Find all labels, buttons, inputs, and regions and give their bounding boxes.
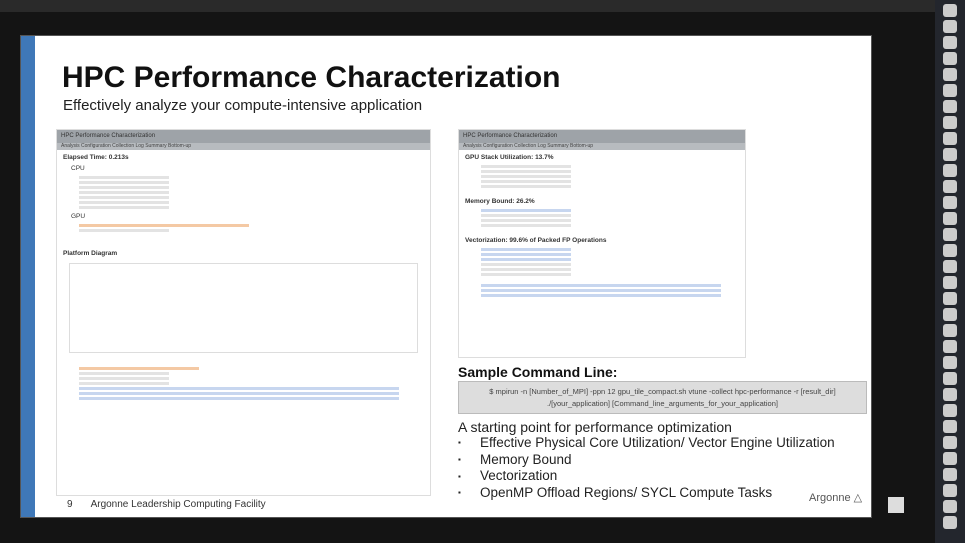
app-icon[interactable] — [943, 452, 957, 465]
argonne-logo: Argonne △ — [809, 492, 863, 504]
app-icon[interactable] — [943, 340, 957, 353]
app-icon[interactable] — [943, 292, 957, 305]
elapsed-time: Elapsed Time: 0.213s — [63, 154, 129, 161]
app-dock — [935, 0, 965, 543]
command-line-box: $ mpirun -n [Number_of_MPI] -ppn 12 gpu_… — [458, 381, 867, 414]
app-icon[interactable] — [943, 468, 957, 481]
screenshot-tabs: Analysis Configuration Collection Log Su… — [57, 143, 430, 150]
app-icon[interactable] — [943, 260, 957, 273]
app-icon[interactable] — [943, 148, 957, 161]
slide-footer: 9 Argonne Leadership Computing Facility — [67, 499, 284, 510]
bullet-item: Vectorization — [458, 468, 835, 485]
top-bar — [0, 0, 935, 12]
app-icon[interactable] — [943, 228, 957, 241]
bullet-item: Effective Physical Core Utilization/ Vec… — [458, 435, 835, 452]
app-icon[interactable] — [943, 196, 957, 209]
app-icon[interactable] — [943, 500, 957, 513]
presentation-slide: HPC Performance Characterization Effecti… — [20, 35, 872, 518]
cpu-section: CPU — [71, 165, 85, 172]
app-icon[interactable] — [943, 516, 957, 529]
slide-subtitle: Effectively analyze your compute-intensi… — [63, 97, 423, 114]
page-number: 9 — [67, 499, 73, 510]
slide-title: HPC Performance Characterization — [62, 61, 561, 94]
app-icon[interactable] — [943, 4, 957, 17]
app-icon[interactable] — [943, 180, 957, 193]
app-icon[interactable] — [943, 276, 957, 289]
app-icon[interactable] — [943, 404, 957, 417]
app-icon[interactable] — [943, 308, 957, 321]
app-icon[interactable] — [943, 84, 957, 97]
screenshot-tabs: Analysis Configuration Collection Log Su… — [459, 143, 745, 150]
accent-bar — [21, 36, 35, 517]
gpu-utilization: GPU Stack Utilization: 13.7% — [465, 154, 554, 161]
app-icon[interactable] — [943, 356, 957, 369]
app-icon[interactable] — [943, 420, 957, 433]
vectorization: Vectorization: 99.6% of Packed FP Operat… — [465, 237, 607, 244]
screenshot-header: HPC Performance Characterization — [459, 130, 745, 143]
app-icon[interactable] — [943, 100, 957, 113]
screenshot-header: HPC Performance Characterization — [57, 130, 430, 143]
bullet-list: Effective Physical Core Utilization/ Vec… — [458, 435, 835, 502]
app-icon[interactable] — [943, 324, 957, 337]
intro-text: A starting point for performance optimiz… — [458, 419, 732, 435]
bullet-item: OpenMP Offload Regions/ SYCL Compute Tas… — [458, 485, 835, 502]
app-icon[interactable] — [943, 52, 957, 65]
memory-bound: Memory Bound: 26.2% — [465, 198, 535, 205]
vtune-summary-screenshot-left: HPC Performance Characterization Analysi… — [56, 129, 431, 496]
app-icon[interactable] — [943, 68, 957, 81]
app-icon[interactable] — [943, 484, 957, 497]
participant-video-thumbnail[interactable] — [888, 497, 904, 513]
app-icon[interactable] — [943, 36, 957, 49]
command-line-label: Sample Command Line: — [458, 364, 618, 380]
platform-diagram — [69, 263, 418, 353]
gpu-section: GPU — [71, 213, 86, 220]
app-icon[interactable] — [943, 436, 957, 449]
app-icon[interactable] — [943, 372, 957, 385]
app-icon[interactable] — [943, 244, 957, 257]
app-icon[interactable] — [943, 164, 957, 177]
app-icon[interactable] — [943, 132, 957, 145]
app-icon[interactable] — [943, 20, 957, 33]
app-icon[interactable] — [943, 116, 957, 129]
vtune-summary-screenshot-right: HPC Performance Characterization Analysi… — [458, 129, 746, 358]
platform-diagram-label: Platform Diagram — [63, 250, 118, 257]
bullet-item: Memory Bound — [458, 452, 835, 469]
app-icon[interactable] — [943, 388, 957, 401]
app-icon[interactable] — [943, 212, 957, 225]
footer-text: Argonne Leadership Computing Facility — [90, 499, 266, 510]
